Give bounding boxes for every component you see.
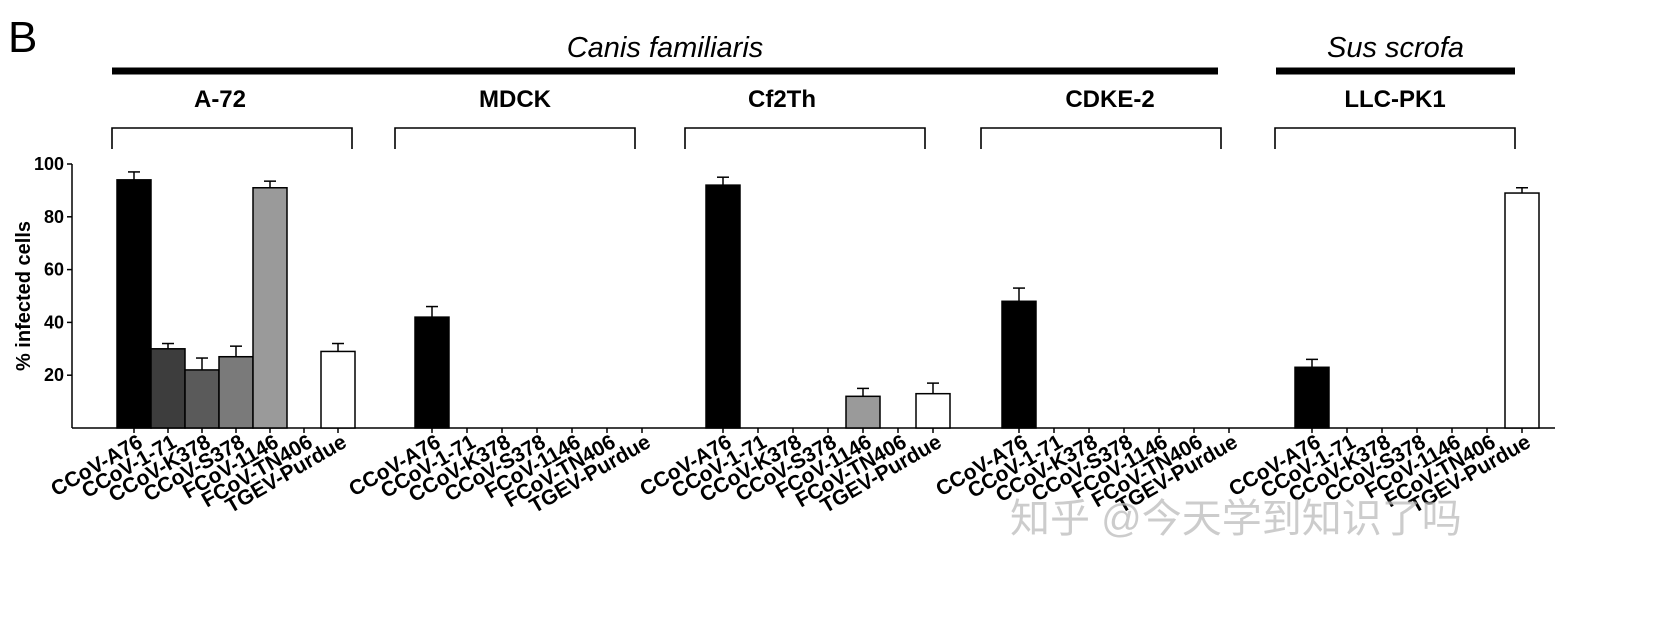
y-tick-label: 60 [44,260,64,280]
cell-line-label: Cf2Th [748,86,816,113]
watermark: 知乎 @今天学到知识了吗 [1010,497,1462,541]
species-label: Sus scrofa [1327,32,1464,64]
bar [218,355,254,429]
cell-line-label: A-72 [194,86,246,113]
y-axis-label: % infected cells [13,221,35,371]
bar [1294,366,1330,429]
cell-line-bracket [980,127,1222,149]
bar [150,348,186,429]
species-headers: Canis familiaris Sus scrofa [112,32,1515,75]
bar [1001,300,1037,429]
bar [184,369,220,429]
bar [1504,192,1540,429]
y-tick-label: 100 [34,154,64,174]
y-tick-label: 80 [44,207,64,227]
bar [320,350,356,429]
cell-line-bracket [684,127,926,149]
bar [845,395,881,429]
bar [915,392,951,429]
cell-line-headers: A-72 MDCK Cf2Th CDKE-2 LLC-PK1 [111,86,1516,149]
bar [705,184,741,429]
bar [116,179,152,429]
y-tick-label: 20 [44,365,64,385]
panel-label: B [8,13,37,62]
bar [252,187,288,429]
bar [414,316,450,429]
cell-line-bracket [111,127,353,149]
cell-line-bracket [394,127,636,149]
cell-line-bracket [1274,127,1516,149]
bars [116,171,1540,429]
cell-line-label: LLC-PK1 [1344,86,1445,113]
y-tick-label: 40 [44,312,64,332]
cell-line-label: MDCK [479,86,552,113]
cell-line-label: CDKE-2 [1065,86,1154,113]
species-label: Canis familiaris [567,32,764,64]
